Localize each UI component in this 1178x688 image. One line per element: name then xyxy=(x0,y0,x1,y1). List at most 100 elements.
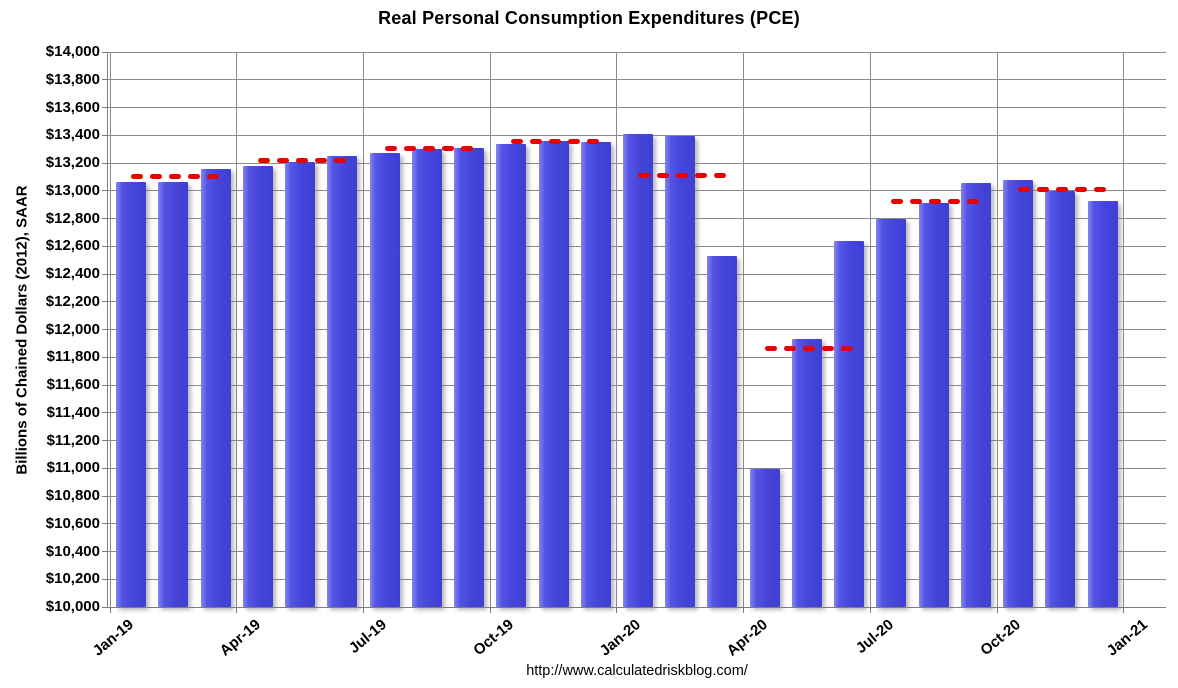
bar-Mar-19 xyxy=(200,168,231,607)
y-tick-label: $13,800 xyxy=(45,70,100,88)
y-tick-label: $10,000 xyxy=(45,598,100,615)
bar-Oct-20 xyxy=(1003,179,1034,607)
y-tick-mark xyxy=(102,467,108,469)
y-tick-label: $13,000 xyxy=(45,181,100,199)
x-tick-mark xyxy=(236,607,238,613)
dash-segment xyxy=(891,199,904,205)
x-tick-label: Jul-20 xyxy=(853,616,898,657)
dash-segment xyxy=(568,138,581,144)
dash-segment xyxy=(714,172,726,178)
dash-segment xyxy=(695,172,707,178)
bar-Feb-20 xyxy=(665,135,696,607)
bar-Nov-20 xyxy=(1045,191,1076,607)
bar-Sep-19 xyxy=(454,147,485,607)
y-tick-label: $12,400 xyxy=(45,265,100,282)
bar-Apr-20 xyxy=(749,468,780,607)
dash-segment xyxy=(783,345,796,351)
y-tick-mark xyxy=(102,329,108,330)
dash-segment xyxy=(257,157,270,163)
x-tick-label: Oct-19 xyxy=(470,616,518,660)
y-tick-mark xyxy=(102,495,108,497)
dash-segment xyxy=(1018,186,1031,192)
dash-segment xyxy=(1056,186,1069,192)
x-tick-mark xyxy=(1123,607,1125,613)
bar-Oct-19 xyxy=(496,143,527,607)
y-tick-label: $10,200 xyxy=(45,570,100,588)
dash-segment xyxy=(131,174,144,180)
x-tick-label: Jan-20 xyxy=(596,616,644,660)
dash-segment xyxy=(460,145,473,151)
bar-Sep-20 xyxy=(960,183,991,607)
dash-segment xyxy=(207,174,220,180)
y-tick-mark xyxy=(102,523,108,525)
gridline-v xyxy=(616,52,618,607)
x-tick-label: Apr-19 xyxy=(216,616,264,660)
dash-segment xyxy=(530,138,543,144)
y-tick-mark xyxy=(102,384,108,386)
dash-segment xyxy=(910,199,923,205)
x-tick-mark xyxy=(362,607,364,613)
y-tick-mark xyxy=(102,134,108,136)
x-tick-label: Jan-21 xyxy=(1103,616,1151,660)
bar-Jan-19 xyxy=(116,181,147,607)
y-tick-mark xyxy=(102,79,108,81)
y-tick-mark xyxy=(102,218,108,219)
y-tick-label: $12,600 xyxy=(45,237,100,255)
chart-title: Real Personal Consumption Expenditures (… xyxy=(378,8,800,28)
y-tick-mark xyxy=(102,190,108,192)
dash-segment xyxy=(1094,186,1107,192)
source-url: http://www.calculatedriskblog.com/ xyxy=(526,663,748,679)
dash-segment xyxy=(549,138,562,144)
gridline-v xyxy=(489,52,491,607)
bar-May-19 xyxy=(285,161,316,607)
dash-segment xyxy=(150,174,163,180)
dash-segment xyxy=(929,199,942,205)
y-tick-mark xyxy=(102,51,108,53)
x-tick-label: Oct-20 xyxy=(977,616,1024,660)
y-tick-label: $12,800 xyxy=(45,209,100,227)
quarterly-average-line-Q2-19 xyxy=(257,157,350,163)
y-tick-label: $11,400 xyxy=(46,403,100,421)
quarterly-average-line-Q4-20 xyxy=(1018,186,1110,192)
bar-Jul-20 xyxy=(876,219,907,607)
dash-segment xyxy=(764,345,777,351)
y-tick-mark xyxy=(102,273,108,275)
dash-segment xyxy=(1075,186,1088,192)
dash-segment xyxy=(422,145,435,151)
y-tick-label: $10,800 xyxy=(45,487,100,504)
quarterly-average-line-Q2-20 xyxy=(764,345,857,351)
gridline-h xyxy=(108,51,1166,53)
quarterly-average-line-Q1-20 xyxy=(638,172,730,178)
dash-segment xyxy=(967,199,980,205)
dash-segment xyxy=(821,345,834,351)
y-tick-label: $13,600 xyxy=(45,98,100,116)
dash-segment xyxy=(169,174,182,180)
x-tick-mark xyxy=(869,607,871,613)
y-tick-label: $10,600 xyxy=(45,514,100,532)
gridline-h xyxy=(108,79,1166,81)
quarterly-average-line-Q3-20 xyxy=(891,199,983,205)
dash-segment xyxy=(638,172,650,178)
bar-May-20 xyxy=(791,339,822,607)
dash-segment xyxy=(1037,186,1050,192)
bar-Mar-20 xyxy=(707,255,738,607)
bar-Dec-20 xyxy=(1087,201,1118,607)
y-tick-label: $11,800 xyxy=(46,348,100,366)
x-tick-mark xyxy=(743,607,745,613)
y-tick-label: $14,000 xyxy=(45,43,100,60)
dash-segment xyxy=(403,145,416,151)
y-tick-mark xyxy=(102,440,108,441)
y-tick-label: $13,200 xyxy=(45,154,100,171)
x-tick-label: Jul-19 xyxy=(346,616,391,657)
bar-Aug-20 xyxy=(918,203,949,607)
x-axis-line xyxy=(108,606,1166,608)
dash-segment xyxy=(587,138,600,144)
y-axis-line xyxy=(107,52,108,607)
bar-Nov-19 xyxy=(538,141,569,607)
dash-segment xyxy=(314,157,327,163)
bar-Jun-20 xyxy=(834,241,865,607)
gridline-h xyxy=(108,107,1166,108)
bar-Jun-19 xyxy=(327,156,358,607)
quarterly-average-line-Q3-19 xyxy=(384,145,477,151)
y-tick-label: $10,400 xyxy=(45,542,100,560)
